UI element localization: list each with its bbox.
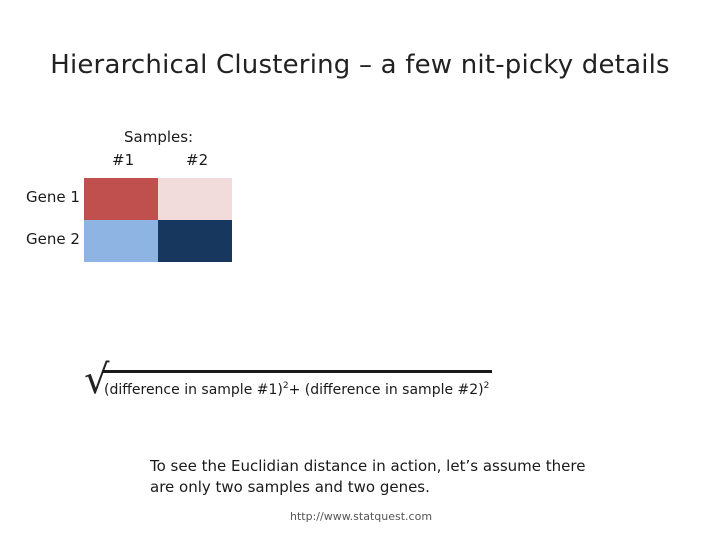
formula-term-1: (difference in sample #1)	[104, 382, 283, 398]
samples-label: Samples:	[124, 128, 194, 146]
footer-url: http://www.statquest.com	[290, 510, 433, 523]
heatmap-cell-gene1-sample2	[158, 178, 232, 220]
gene-1-label: Gene 1	[26, 188, 80, 206]
formula-term-2: (difference in sample #2)	[304, 382, 484, 398]
euclidean-formula: (difference in sample #1)2+ (difference …	[104, 381, 489, 398]
gene-2-label: Gene 2	[26, 230, 80, 248]
sample-1-label: #1	[112, 151, 135, 169]
formula-exponent-2: 2	[483, 381, 490, 391]
heatmap-cell-gene1-sample1	[84, 178, 158, 220]
heatmap-cell-gene2-sample1	[84, 220, 158, 262]
sample-2-label: #2	[186, 151, 209, 169]
heatmap-cell-gene2-sample2	[158, 220, 232, 262]
slide-title: Hierarchical Clustering – a few nit-pick…	[50, 50, 670, 80]
formula-exponent-1: 2	[282, 381, 289, 391]
explanation-text: To see the Euclidian distance in action,…	[150, 457, 586, 496]
square-root-icon: √	[84, 357, 110, 403]
formula-plus: +	[288, 382, 305, 398]
radical-bar	[102, 370, 492, 373]
